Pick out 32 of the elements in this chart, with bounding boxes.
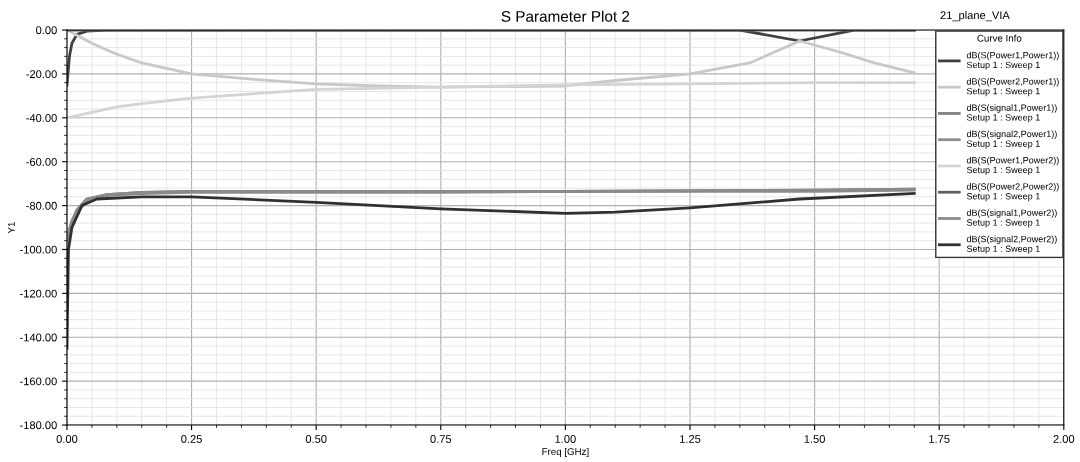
y-tick-label: -140.00 — [20, 333, 57, 342]
y-axis-title: Y1 — [8, 222, 15, 234]
y-tick-label: -80.00 — [26, 201, 57, 210]
x-tick-label: 0.25 — [181, 435, 202, 443]
legend-label: dB(S(signal2,Power1)) Setup 1 : Sweep 1 — [966, 130, 1057, 149]
y-tick-label: -180.00 — [20, 421, 57, 430]
legend-label: dB(S(Power1,Power2)) Setup 1 : Sweep 1 — [966, 156, 1059, 175]
y-tick-label: 0.00 — [36, 26, 57, 35]
y-tick-label: -60.00 — [26, 157, 57, 166]
x-axis-title: Freq [GHz] — [542, 447, 589, 457]
legend-title: Curve Info — [977, 34, 1022, 42]
y-tick-label: -20.00 — [26, 70, 57, 79]
x-tick-label: 0.50 — [305, 435, 327, 443]
x-tick-label: 2.00 — [1053, 435, 1075, 443]
text: 21_plane_VIA — [940, 10, 1010, 22]
legend-label: dB(S(signal2,Power2)) Setup 1 : Sweep 1 — [966, 235, 1057, 254]
legend-label: dB(S(Power2,Power1)) Setup 1 : Sweep 1 — [966, 78, 1059, 97]
x-tick-label: 1.50 — [804, 435, 825, 443]
y-tick-label: -120.00 — [20, 289, 57, 298]
legend-label: dB(S(Power2,Power2)) Setup 1 : Sweep 1 — [966, 183, 1059, 202]
x-tick-label: 1.00 — [555, 435, 576, 443]
legend-label: dB(S(Power1,Power1)) Setup 1 : Sweep 1 — [966, 51, 1059, 70]
x-tick-label: 0.00 — [56, 435, 78, 443]
y-tick-label: -40.00 — [26, 114, 57, 122]
y-tick-label: -160.00 — [20, 377, 57, 386]
legend-label: dB(S(signal1,Power1)) Setup 1 : Sweep 1 — [966, 104, 1057, 123]
y-tick-label: -100.00 — [20, 245, 57, 254]
x-tick-label: 1.75 — [929, 435, 950, 443]
legend-label: dB(S(signal1,Power2)) Setup 1 : Sweep 1 — [966, 209, 1057, 228]
chart-title: S Parameter Plot 2 — [501, 10, 630, 22]
x-tick-label: 1.25 — [680, 435, 701, 443]
x-tick-label: 0.75 — [430, 435, 452, 443]
